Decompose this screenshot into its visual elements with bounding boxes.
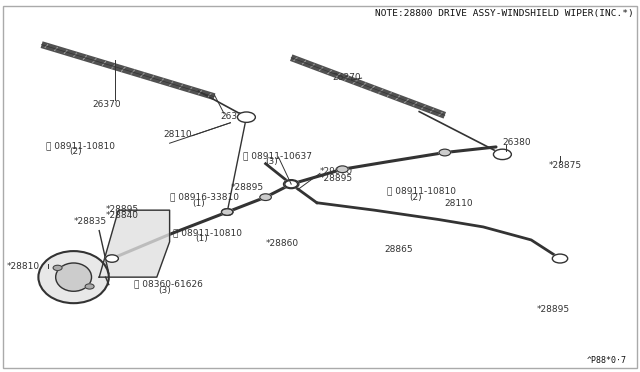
Circle shape: [237, 112, 255, 122]
Text: *28875: *28875: [549, 161, 582, 170]
Polygon shape: [99, 210, 170, 277]
Text: 28110: 28110: [163, 130, 192, 139]
Circle shape: [221, 209, 233, 215]
Circle shape: [106, 255, 118, 262]
Text: *29970: *29970: [320, 167, 353, 176]
Circle shape: [284, 180, 299, 189]
Text: Ⓝ 08911-10810: Ⓝ 08911-10810: [173, 228, 242, 237]
Text: (1): (1): [192, 199, 205, 208]
Text: (3): (3): [266, 157, 278, 166]
Circle shape: [260, 194, 271, 201]
Circle shape: [221, 209, 233, 215]
Circle shape: [53, 265, 62, 270]
Text: (1): (1): [195, 234, 208, 243]
Text: *28895: *28895: [230, 183, 264, 192]
Text: *28895: *28895: [320, 174, 353, 183]
Text: Ⓝ 08911-10810: Ⓝ 08911-10810: [387, 186, 456, 195]
Circle shape: [285, 180, 298, 188]
Circle shape: [85, 284, 94, 289]
Text: *28840: *28840: [106, 211, 139, 220]
Ellipse shape: [38, 251, 109, 303]
Text: *28810: *28810: [6, 262, 40, 271]
Text: 26370: 26370: [93, 100, 122, 109]
Text: NOTE:28800 DRIVE ASSY-WINDSHIELD WIPER(INC.*): NOTE:28800 DRIVE ASSY-WINDSHIELD WIPER(I…: [375, 9, 634, 18]
Circle shape: [552, 254, 568, 263]
Text: *28835: *28835: [74, 217, 107, 226]
Text: 28865: 28865: [384, 246, 413, 254]
Ellipse shape: [56, 263, 92, 291]
Text: (2): (2): [410, 193, 422, 202]
Text: 26370: 26370: [333, 73, 362, 81]
Text: Ⓢ 08360-61626: Ⓢ 08360-61626: [134, 279, 204, 288]
Text: 28110: 28110: [445, 199, 474, 208]
Circle shape: [493, 149, 511, 160]
Text: ^P88*0·7: ^P88*0·7: [588, 356, 627, 365]
Circle shape: [337, 166, 348, 173]
Text: *28895: *28895: [106, 205, 139, 214]
Text: 26380: 26380: [502, 138, 531, 147]
Text: *28895: *28895: [536, 305, 570, 314]
Text: (2): (2): [69, 147, 82, 156]
Circle shape: [439, 149, 451, 156]
Text: Ⓝ 08911-10810: Ⓝ 08911-10810: [46, 141, 115, 150]
Text: *28860: *28860: [266, 239, 299, 248]
Text: (3): (3): [159, 286, 172, 295]
Text: Ⓝ 08911-10637: Ⓝ 08911-10637: [243, 151, 312, 160]
Text: 26380: 26380: [221, 112, 250, 121]
Text: Ⓜ 08916-33810: Ⓜ 08916-33810: [170, 193, 239, 202]
